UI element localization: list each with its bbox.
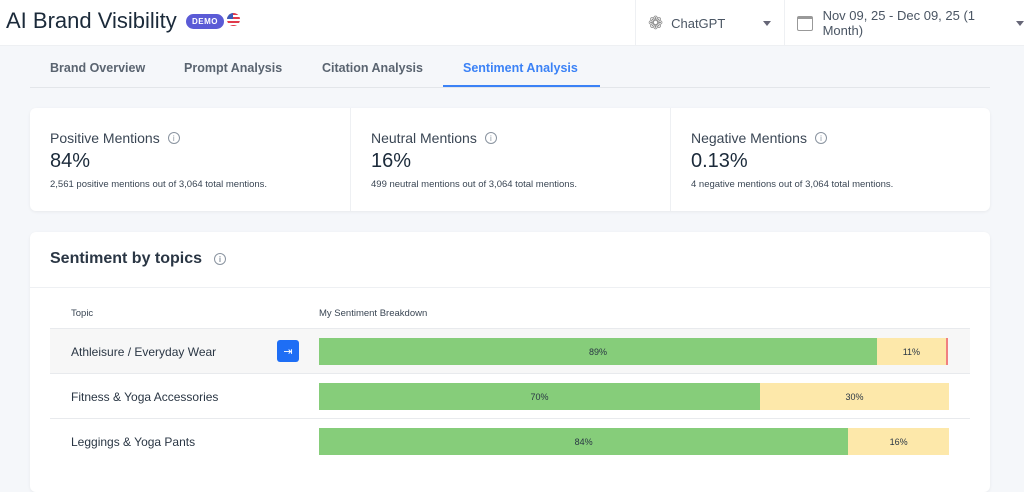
table-row[interactable]: Fitness & Yoga Accessories 70% 30% — [50, 373, 970, 419]
model-select[interactable]: ❁ ChatGPT — [635, 0, 783, 46]
info-icon[interactable]: i — [167, 132, 180, 144]
topic-name: Fitness & Yoga Accessories — [71, 390, 219, 404]
demo-badge: DEMO — [186, 14, 224, 29]
us-flag-icon — [227, 13, 240, 26]
neutral-segment: 11% — [876, 338, 946, 365]
sentiment-bar: 70% 30% — [319, 383, 949, 410]
neutral-segment: 30% — [760, 383, 949, 410]
page-title: AI Brand Visibility — [6, 8, 177, 33]
positive-segment: 84% — [319, 428, 849, 455]
chevron-down-icon — [763, 20, 771, 26]
section-title: Sentiment by topics — [50, 250, 203, 267]
negative-segment — [945, 338, 948, 365]
tab-citation-analysis[interactable]: Citation Analysis — [322, 61, 423, 75]
positive-segment: 70% — [319, 383, 760, 410]
active-tab-indicator — [443, 85, 600, 87]
positive-mentions: Positive Mentions i 84% 2,561 positive me… — [50, 130, 268, 190]
info-icon[interactable]: i — [484, 132, 497, 144]
negative-mentions: Negative Mentions i 0.13% 4 negative ment… — [670, 108, 990, 211]
tab-sentiment-analysis[interactable]: Sentiment Analysis — [463, 61, 578, 75]
expand-details-icon[interactable]: ⇥ — [277, 340, 299, 362]
chatgpt-icon: ❁ — [648, 12, 664, 33]
info-icon[interactable]: i — [814, 132, 827, 144]
metrics-card: Positive Mentions i 84% 2,561 positive me… — [30, 108, 990, 211]
chevron-down-icon — [1016, 20, 1024, 26]
sentiment-bar: 84% 16% — [319, 428, 949, 455]
topic-name: Leggings & Yoga Pants — [71, 435, 196, 449]
table-row[interactable]: Leggings & Yoga Pants 84% 16% — [50, 418, 970, 464]
sentiment-bar: 89% 11% — [319, 338, 949, 365]
tab-bar: Brand Overview Prompt Analysis Citation … — [30, 56, 990, 88]
topic-name: Athleisure / Everyday Wear — [71, 345, 217, 359]
table-header: Topic My Sentiment Breakdown — [71, 308, 428, 319]
info-icon[interactable]: i — [214, 253, 227, 265]
tab-brand-overview[interactable]: Brand Overview — [50, 61, 146, 75]
positive-segment: 89% — [319, 338, 877, 365]
header: AI Brand Visibility DEMO ❁ ChatGPT Nov 0… — [0, 0, 1024, 46]
neutral-mentions: Neutral Mentions i 16% 499 neutral mentio… — [350, 108, 670, 211]
calendar-icon — [797, 15, 813, 31]
date-range-select[interactable]: Nov 09, 25 - Dec 09, 25 (1 Month) — [784, 0, 1024, 46]
tab-prompt-analysis[interactable]: Prompt Analysis — [184, 61, 283, 75]
sentiment-topics-card: Sentiment by topics i Topic My Sentiment … — [30, 232, 990, 492]
neutral-segment: 16% — [848, 428, 949, 455]
table-row[interactable]: Athleisure / Everyday Wear ⇥ 89% 11% — [50, 328, 970, 374]
